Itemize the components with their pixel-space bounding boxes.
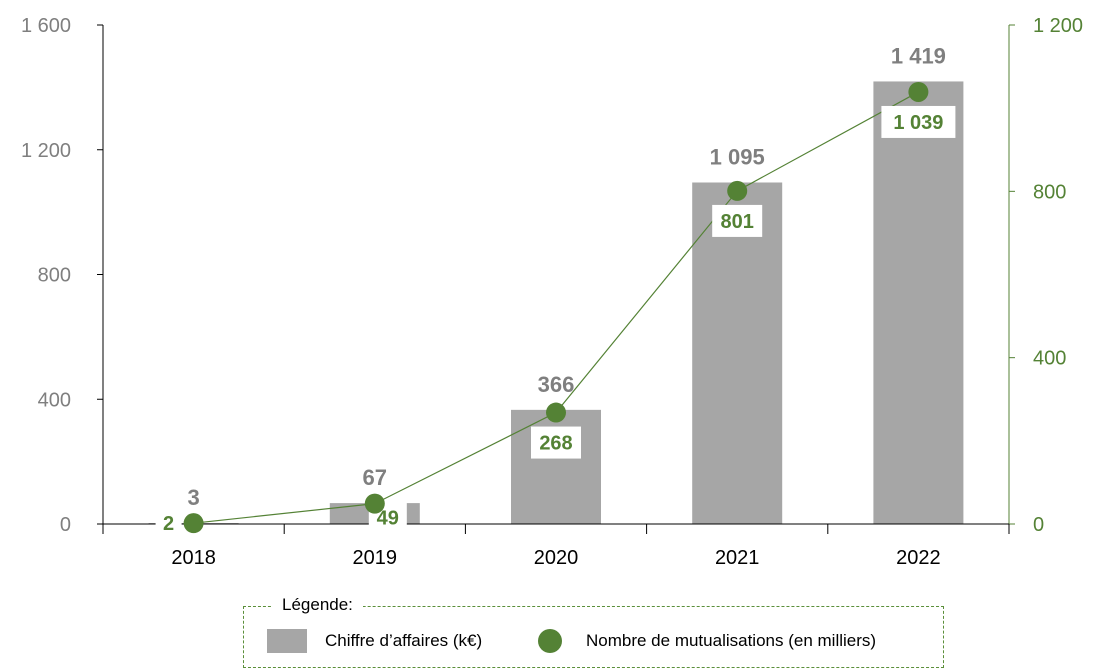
legend-dot-swatch — [538, 629, 562, 653]
y-left-tick-label: 0 — [60, 514, 71, 536]
bar-value-label: 366 — [538, 372, 575, 397]
bar — [873, 81, 964, 524]
line-point — [183, 513, 204, 534]
line-value-label: 2 — [163, 513, 174, 535]
line-value-label: 801 — [721, 211, 754, 233]
line-label-box — [712, 204, 763, 237]
x-tick-label: 2020 — [534, 547, 579, 569]
bar-value-label: 1 419 — [891, 43, 946, 68]
y-left-tick-label: 800 — [38, 265, 71, 287]
legend-title: Légende: — [272, 595, 363, 615]
y-left-tick-label: 1 600 — [21, 15, 71, 37]
line-point — [727, 180, 748, 201]
line-point — [364, 493, 385, 514]
legend-box — [243, 606, 944, 668]
y-right-tick-label: 800 — [1033, 181, 1066, 203]
line-point — [546, 402, 566, 423]
legend-label-mutualisations: Nombre de mutualisations (en milliers) — [586, 631, 877, 650]
y-right-tick-label: 400 — [1033, 348, 1066, 370]
x-tick-label: 2018 — [171, 547, 216, 569]
bar-value-label: 3 — [187, 485, 199, 510]
bar — [692, 182, 783, 524]
combo-chart: 0 400 800 1 200 1 600 0 400 800 1 200 2018 2019 202… — [21, 15, 1083, 569]
y-right-tick-label: 0 — [1033, 514, 1044, 536]
line-value-label: 268 — [539, 433, 572, 455]
line-value-label: 49 — [377, 508, 399, 530]
y-left-tick-label: 1 200 — [21, 140, 71, 162]
legend-bar-swatch — [267, 629, 307, 653]
y-left-tick-label: 400 — [38, 389, 71, 411]
legend-item-revenue: Chiffre d’affaires (k€) — [267, 629, 482, 653]
legend-item-mutualisations: Nombre de mutualisations (en milliers) — [538, 629, 876, 653]
line-label-box — [531, 426, 581, 459]
y-right-tick-label: 1 200 — [1033, 15, 1083, 37]
x-tick-label: 2021 — [715, 547, 760, 569]
x-tick-label: 2019 — [353, 547, 398, 569]
line-point — [908, 81, 929, 102]
bar-value-label: 1 095 — [710, 144, 765, 169]
line-label-box — [881, 105, 956, 138]
x-tick-label: 2022 — [896, 547, 941, 569]
line-label-box — [155, 507, 182, 540]
bar-value-label: 67 — [363, 465, 387, 490]
legend-label-revenue: Chiffre d’affaires (k€) — [325, 631, 483, 650]
line-value-label: 1 039 — [893, 112, 943, 134]
